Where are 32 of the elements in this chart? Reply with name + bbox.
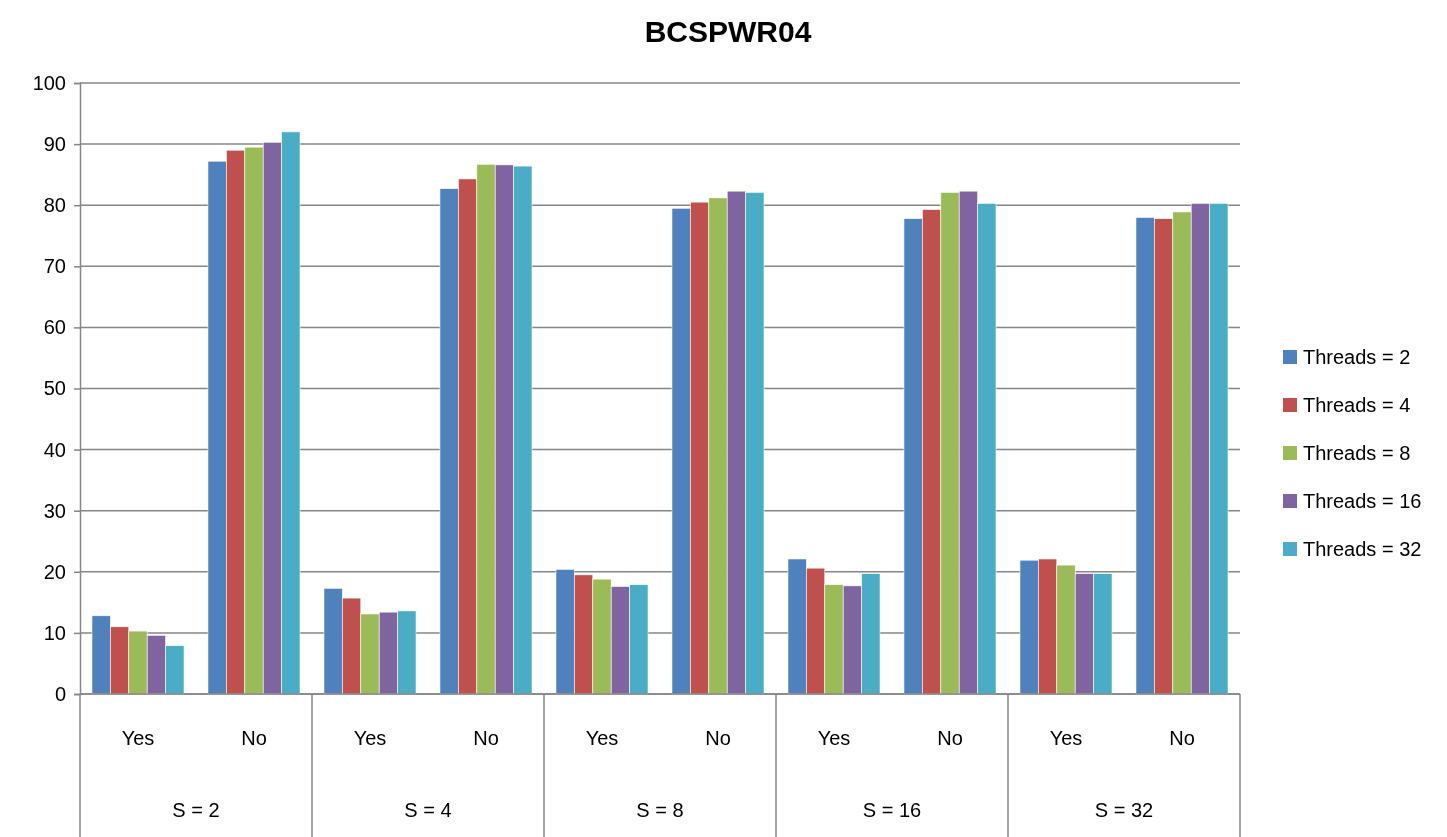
x-tick-label: No (937, 727, 963, 749)
x-tick-label: Yes (585, 727, 619, 749)
x-tick-label: Yes (121, 727, 155, 749)
text: S = 2 (172, 799, 220, 821)
y-tick-label: 30 (43, 499, 66, 522)
x-tick-label: No (241, 727, 267, 749)
text: S = 32 (1094, 799, 1154, 821)
y-tick-label: 10 (43, 621, 66, 644)
y-tick-label: 70 (43, 255, 66, 278)
text: S = 16 (862, 799, 922, 821)
legend-label: Threads = 8 (1303, 442, 1411, 464)
text: S = 8 (636, 799, 684, 821)
y-tick-label: 40 (43, 438, 66, 461)
y-tick-label: 90 (43, 133, 66, 155)
y-tick-label: 100 (32, 71, 66, 94)
x-tick-label: No (1169, 727, 1195, 749)
y-tick-label: 20 (43, 560, 66, 583)
x-tick-label: No (705, 727, 731, 749)
legend-label: Threads = 4 (1303, 394, 1411, 416)
y-tick-label: 60 (43, 316, 66, 339)
y-tick-label: 80 (43, 194, 66, 217)
x-tick-label: Yes (817, 727, 851, 749)
y-tick-label: 0 (54, 682, 66, 705)
x-tick-label: Yes (353, 727, 387, 749)
text: S = 4 (404, 799, 452, 821)
y-tick-label: 50 (43, 377, 66, 400)
x-tick-label: Yes (1049, 727, 1083, 749)
x-tick-label: No (473, 727, 499, 749)
legend-label: Threads = 16 (1303, 490, 1422, 512)
legend-label: Threads = 32 (1303, 538, 1422, 560)
chart-title: BCSPWR04 (644, 15, 812, 48)
legend-label: Threads = 2 (1303, 346, 1411, 368)
